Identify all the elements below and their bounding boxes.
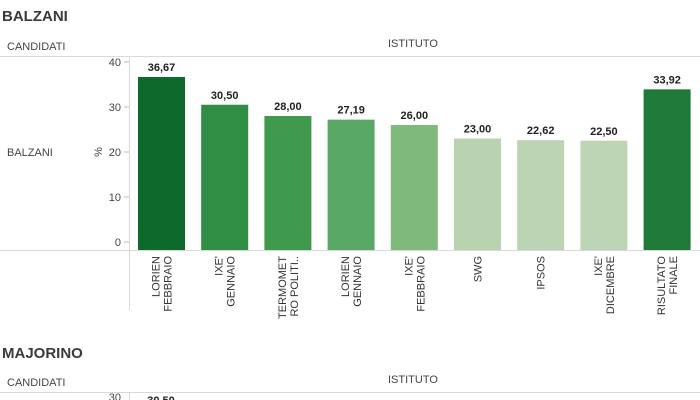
bar — [138, 76, 185, 250]
y-axis-line-2 — [129, 392, 130, 400]
category-label: IXE' — [214, 256, 226, 276]
bar-value-label: 30,50 — [211, 90, 239, 102]
y-tick-label: 0 — [115, 237, 121, 249]
header-divider — [0, 56, 700, 57]
category-label: SWG — [473, 256, 485, 282]
bar — [201, 104, 249, 250]
candidati-header: CANDIDATI — [7, 41, 66, 53]
category-label: IXE' — [403, 256, 415, 276]
category-label: FINALE — [668, 256, 680, 295]
istituto-header-2: ISTITUTO — [388, 374, 438, 386]
bar — [264, 116, 312, 250]
y-tick-label: 20 — [109, 147, 121, 159]
section-title-majorino: MAJORINO — [2, 345, 83, 362]
y-axis-line — [129, 56, 130, 310]
row-label-balzani: BALZANI — [7, 147, 53, 159]
bar — [580, 140, 628, 250]
category-label: FEBBRAIO — [415, 256, 427, 312]
category-label: RO POLITI.. — [289, 256, 301, 317]
y-tick-label: 40 — [109, 57, 121, 69]
category-label: IXE' — [593, 256, 605, 276]
bar-value-label: 36,67 — [148, 62, 176, 74]
axis-baseline — [0, 250, 700, 251]
category-label: GENNAIO — [352, 256, 364, 307]
category-label: FEBBRAIO — [163, 256, 175, 312]
y-tick-label: 30 — [109, 102, 121, 114]
bar — [390, 125, 438, 250]
category-label: GENNAIO — [226, 256, 238, 307]
bar-value-label: 33,92 — [653, 74, 681, 86]
bar-value-label: 22,50 — [590, 126, 618, 138]
y-tick-label-2: 30 — [109, 392, 121, 400]
bar-value-label: 27,19 — [337, 105, 365, 117]
bar-value-label: 22,62 — [527, 125, 555, 137]
header-divider-2 — [0, 392, 700, 393]
bar-value-label-2: 30,50 — [147, 395, 175, 400]
category-label: RISULTATO — [656, 256, 668, 316]
istituto-header: ISTITUTO — [388, 38, 438, 50]
bar-value-label: 26,00 — [401, 110, 429, 122]
y-tick-label: 10 — [109, 192, 121, 204]
category-label: IPSOS — [536, 256, 548, 290]
bar-value-label: 28,00 — [274, 101, 302, 113]
category-label: LORIEN — [151, 256, 163, 297]
y-axis-title: % — [93, 147, 105, 157]
bar — [517, 140, 565, 250]
section-title-balzani: BALZANI — [2, 8, 68, 25]
bar — [643, 89, 691, 250]
category-label: DICEMBRE — [605, 256, 617, 314]
bar — [454, 138, 501, 250]
bar — [327, 119, 375, 251]
bar-value-label: 23,00 — [464, 124, 492, 136]
category-label: LORIEN — [340, 256, 352, 297]
candidati-header-2: CANDIDATI — [7, 377, 66, 389]
category-label: TERMOMET — [277, 256, 289, 319]
